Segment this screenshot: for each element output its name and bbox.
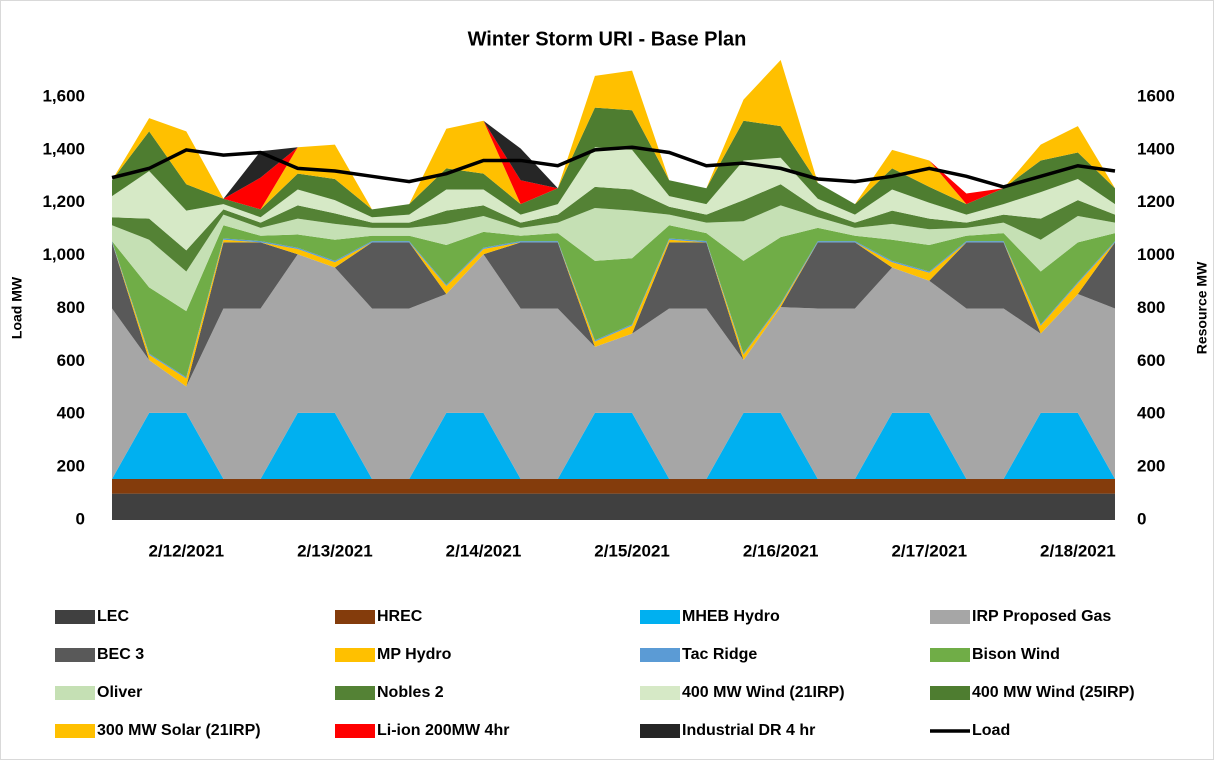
legend-swatch [55, 686, 95, 700]
y-tick-label: 1,600 [42, 86, 85, 105]
legend-label: 400 MW Wind (25IRP) [972, 684, 1135, 701]
y-tick-label: 1,400 [42, 139, 85, 158]
y2-axis-label: Resource MW [1194, 261, 1210, 354]
legend-label: MHEB Hydro [682, 608, 780, 625]
area [112, 205, 1115, 312]
y-tick-label: 1,000 [42, 245, 85, 264]
legend-label: BEC 3 [97, 646, 144, 663]
legend-label: Load [972, 722, 1010, 739]
legend-swatch [930, 610, 970, 624]
legend-label: Industrial DR 4 hr [682, 722, 815, 739]
x-tick-label: 2/14/2021 [446, 541, 522, 560]
legend-swatch [930, 648, 970, 662]
legend-swatch [55, 724, 95, 738]
y-tick-label: 600 [57, 351, 85, 370]
legend-label: Bison Wind [972, 646, 1060, 663]
line [111, 145, 1116, 189]
y-tick-label: 200 [57, 457, 85, 476]
legend-label: 300 MW Solar (21IRP) [97, 722, 261, 739]
y2-tick-label: 200 [1137, 457, 1165, 476]
area [112, 59, 1115, 210]
legend-swatch [55, 648, 95, 662]
chart-title: Winter Storm URI - Base Plan [468, 28, 747, 50]
y2-tick-label: 1200 [1137, 192, 1175, 211]
legend-label: Li-ion 200MW 4hr [377, 722, 509, 739]
y-axis-label: Load MW [9, 276, 25, 339]
area [112, 242, 1115, 387]
y2-tick-label: 1000 [1137, 245, 1175, 264]
x-tick-label: 2/16/2021 [743, 541, 819, 560]
y2-tick-label: 1400 [1137, 139, 1175, 158]
legend-swatch [640, 648, 680, 662]
area [112, 493, 1115, 520]
legend-swatch [335, 724, 375, 738]
legend-label: LEC [97, 608, 129, 625]
y2-tick-label: 600 [1137, 351, 1165, 370]
legend-label: Tac Ridge [682, 646, 757, 663]
legend-label: Nobles 2 [377, 684, 444, 701]
area [112, 107, 1115, 218]
legend-swatch [335, 686, 375, 700]
area [112, 225, 1115, 378]
legend-label: MP Hydro [377, 646, 452, 663]
area [112, 254, 1115, 480]
y-tick-label: 800 [57, 298, 85, 317]
legend-label: Oliver [97, 684, 142, 701]
legend-swatch [640, 686, 680, 700]
y-tick-label: 1,200 [42, 192, 85, 211]
legend-swatch [55, 610, 95, 624]
legend-label: HREC [377, 608, 423, 625]
legend-swatch [335, 610, 375, 624]
x-tick-label: 2/15/2021 [594, 541, 670, 560]
y-tick-label: 400 [57, 404, 85, 423]
legend-label: IRP Proposed Gas [972, 608, 1111, 625]
area [112, 184, 1115, 272]
x-tick-label: 2/17/2021 [891, 541, 967, 560]
x-tick-label: 2/12/2021 [148, 541, 224, 560]
y-tick-label: 0 [76, 509, 85, 528]
legend-swatch [335, 648, 375, 662]
y2-tick-label: 1600 [1137, 86, 1175, 105]
y2-tick-label: 800 [1137, 298, 1165, 317]
y2-tick-label: 0 [1137, 509, 1146, 528]
area [112, 479, 1115, 494]
x-tick-label: 2/18/2021 [1040, 541, 1116, 560]
legend-label: 400 MW Wind (21IRP) [682, 684, 845, 701]
legend-swatch [930, 686, 970, 700]
area [112, 412, 1115, 480]
y2-tick-label: 400 [1137, 404, 1165, 423]
x-tick-label: 2/13/2021 [297, 541, 373, 560]
legend-swatch [640, 724, 680, 738]
area [112, 147, 1115, 251]
legend-swatch [640, 610, 680, 624]
